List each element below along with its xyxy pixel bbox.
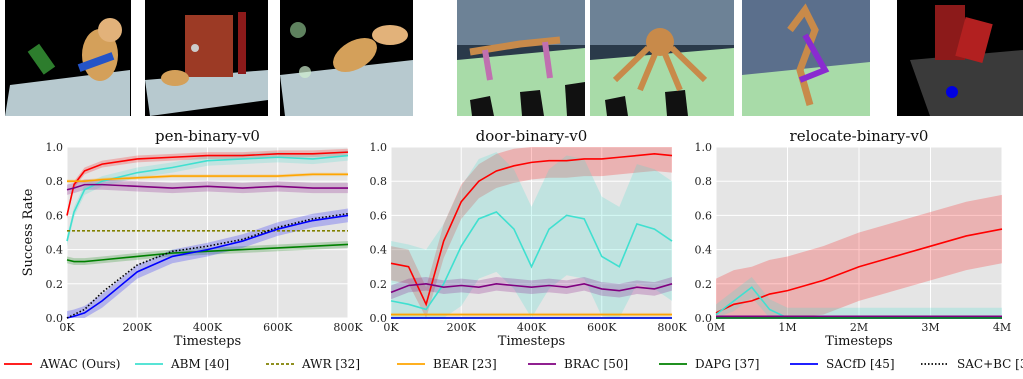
x-tick-label: 0K <box>59 321 75 334</box>
legend-label: SAC+BC [36] <box>957 357 1023 371</box>
series-line <box>66 214 349 319</box>
legend-item: BRAC [50] <box>528 357 628 371</box>
series-line <box>66 154 349 242</box>
legend-label: AWR [32] <box>301 357 360 371</box>
y-tick-label: 0.8 <box>695 175 713 188</box>
x-tick-label: 0K <box>383 321 399 334</box>
chart-2: 0.0 0.2 0.4 0.6 0.8 1.0 0M 1M 2M 3M 4M relocate-bin… <box>695 127 1012 349</box>
x-axis-label: Timesteps <box>825 334 892 349</box>
x-tick-label: 200K <box>447 321 477 334</box>
legend-item: AWAC (Ours) <box>4 357 120 371</box>
y-tick-label: 0.6 <box>370 209 388 222</box>
series-line <box>66 243 349 263</box>
legend-item: AWR [32] <box>266 357 360 371</box>
series-line <box>390 282 673 294</box>
confidence-band <box>67 148 348 219</box>
x-axis-label: Timesteps <box>174 334 241 349</box>
x-tick-label: 400K <box>517 321 547 334</box>
chart-title: door-binary-v0 <box>476 127 588 145</box>
x-tick-label: 1M <box>778 321 796 334</box>
legend-label: SACfD [45] <box>826 357 895 371</box>
pen-task-image <box>5 0 131 116</box>
legend-label: BEAR [23] <box>433 357 497 371</box>
confidence-band <box>391 152 672 318</box>
y-tick-label: 0.2 <box>370 278 388 291</box>
legend-label: AWAC (Ours) <box>39 357 120 371</box>
y-tick-label: 0.0 <box>695 312 713 325</box>
sawyer-image <box>897 0 1023 116</box>
x-tick-label: 200K <box>123 321 153 334</box>
x-tick-label: 800K <box>657 321 687 334</box>
x-tick-label: 600K <box>587 321 617 334</box>
y-tick-label: 0.6 <box>695 209 713 222</box>
y-tick-label: 0.4 <box>370 244 388 257</box>
x-tick-label: 3M <box>921 321 939 334</box>
chart-title: pen-binary-v0 <box>155 127 260 145</box>
confidence-band <box>716 194 1002 318</box>
confidence-band <box>67 241 348 265</box>
series-line <box>67 173 348 182</box>
y-tick-label: 0.0 <box>46 312 64 325</box>
confidence-band <box>67 179 348 195</box>
y-tick-label: 0.2 <box>46 278 64 291</box>
chart-1: 0.0 0.2 0.4 0.6 0.8 1.0 0K 200K 400K 600K 800K door… <box>370 127 688 349</box>
series-line <box>66 183 348 191</box>
x-tick-label: 800K <box>333 321 363 334</box>
y-tick-label: 0.6 <box>46 209 64 222</box>
y-tick-label: 1.0 <box>695 141 713 154</box>
y-tick-label: 0.8 <box>46 175 64 188</box>
legend-item: DAPG [37] <box>659 357 759 371</box>
relocate-task-image <box>280 0 413 116</box>
y-tick-label: 1.0 <box>370 141 388 154</box>
legend-label: ABM [40] <box>170 357 229 371</box>
series-line <box>715 228 1003 314</box>
y-tick-label: 0.4 <box>695 244 713 257</box>
y-tick-label: 0.0 <box>370 312 388 325</box>
x-tick-label: 0M <box>707 321 725 334</box>
legend-label: BRAC [50] <box>564 357 628 371</box>
x-tick-label: 4M <box>993 321 1011 334</box>
legend-item: SACfD [45] <box>790 357 895 371</box>
series-line <box>390 153 673 307</box>
confidence-band <box>67 150 348 247</box>
y-tick-label: 0.2 <box>695 278 713 291</box>
series-line <box>66 151 349 216</box>
y-tick-label: 0.8 <box>370 175 388 188</box>
confidence-band <box>67 172 348 183</box>
y-axis-label: Success Rate <box>21 188 36 276</box>
ant-image-1 <box>457 0 585 116</box>
legend-item: ABM [40] <box>135 357 229 371</box>
confidence-band <box>391 276 672 300</box>
legend-item: SAC+BC [36] <box>921 357 1023 371</box>
chart-title: relocate-binary-v0 <box>790 127 929 145</box>
confidence-band <box>67 208 348 318</box>
legend-label: DAPG [37] <box>695 357 759 371</box>
legend-item: BEAR [23] <box>397 357 497 371</box>
x-tick-label: 600K <box>263 321 293 334</box>
confidence-band <box>716 276 1002 318</box>
y-tick-label: 0.4 <box>46 244 64 257</box>
door-task-image <box>145 0 268 116</box>
confidence-band <box>391 147 672 318</box>
x-tick-label: 400K <box>193 321 223 334</box>
ant-image-2 <box>590 0 734 116</box>
x-axis-label: Timesteps <box>498 334 565 349</box>
walker-image <box>742 0 870 116</box>
series-line <box>66 212 349 319</box>
y-tick-label: 1.0 <box>46 141 64 154</box>
chart-0: 0.0 0.2 0.4 0.6 0.8 1.0 0K 200K 400K 600K 800K pen-… <box>21 127 363 349</box>
series-line <box>390 211 673 311</box>
task-images <box>5 0 1023 116</box>
x-tick-label: 2M <box>850 321 868 334</box>
